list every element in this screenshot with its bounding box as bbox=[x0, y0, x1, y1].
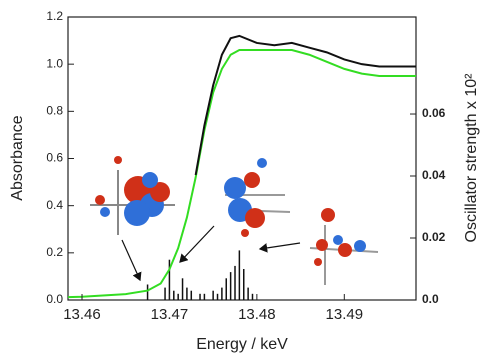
plot-area bbox=[68, 36, 416, 300]
arrow bbox=[260, 243, 300, 249]
x-tick-label: 13.49 bbox=[326, 306, 364, 323]
y-tick-label: 0.8 bbox=[46, 104, 63, 118]
y2-tick-label: 0.06 bbox=[422, 106, 446, 120]
arrow bbox=[122, 240, 140, 280]
y-tick-label: 1.2 bbox=[46, 9, 63, 23]
x-tick-label: 13.48 bbox=[238, 306, 276, 323]
chart: Energy / keV Absorbance Oscillator stren… bbox=[0, 0, 486, 355]
x-axis-label: Energy / keV bbox=[196, 336, 288, 353]
arrow bbox=[180, 226, 214, 262]
y2-tick-label: 0.04 bbox=[422, 168, 446, 182]
orbital-inset-2 bbox=[224, 158, 290, 237]
absorbance-line bbox=[68, 50, 416, 297]
y-axis-label: Absorbance bbox=[9, 115, 26, 200]
y-tick-label: 1.0 bbox=[46, 56, 63, 70]
orbital-inset-3 bbox=[310, 208, 378, 285]
y-tick-label: 0.4 bbox=[46, 198, 63, 212]
y2-axis-label: Oscillator strength x 10² bbox=[463, 73, 480, 243]
orbital-inset-1 bbox=[90, 156, 175, 235]
y-tick-label: 0.2 bbox=[46, 245, 63, 259]
y-tick-label: 0.6 bbox=[46, 151, 63, 165]
x-tick-label: 13.47 bbox=[151, 306, 189, 323]
y2-tick-label: 0.0 bbox=[422, 292, 439, 306]
x-tick-label: 13.46 bbox=[63, 306, 101, 323]
y-tick-label: 0.0 bbox=[46, 292, 63, 306]
y2-tick-label: 0.02 bbox=[422, 230, 446, 244]
